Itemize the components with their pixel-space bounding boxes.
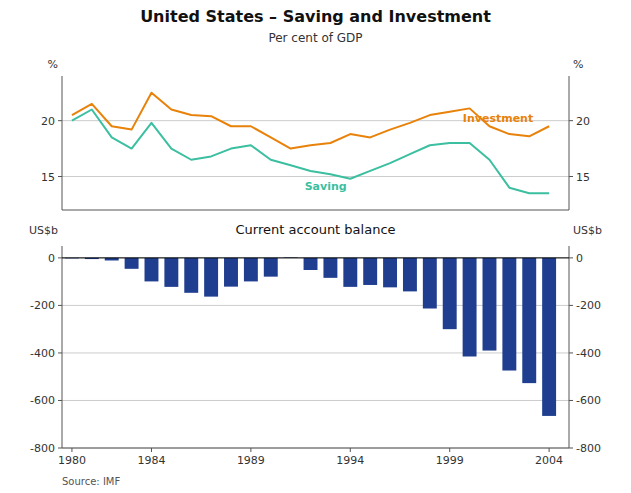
- bar: [224, 258, 238, 287]
- x-tick: [151, 448, 152, 452]
- bar: [423, 258, 437, 309]
- subtitle: Per cent of GDP: [268, 31, 362, 45]
- panel-title: Current account balance: [235, 222, 395, 237]
- bar: [383, 258, 397, 287]
- y-tick: [58, 176, 62, 177]
- bar: [463, 258, 477, 357]
- line: [72, 93, 549, 149]
- bar: [403, 258, 417, 292]
- x-tick: [350, 448, 351, 452]
- bar: [244, 258, 258, 282]
- y2-tick-label: -600: [576, 394, 601, 407]
- x-tick-label: 1984: [137, 454, 165, 467]
- y2-tick-label: 15: [576, 171, 590, 184]
- y-tick: [58, 120, 62, 121]
- y2-tick-label: -400: [576, 347, 601, 360]
- bar: [204, 258, 218, 297]
- bar: [522, 258, 536, 383]
- y2-tick-label: -800: [576, 442, 601, 455]
- y-tick: [58, 257, 62, 258]
- bar: [304, 258, 318, 270]
- y2-tick-label: 0: [576, 252, 583, 265]
- x-tick-label: 1994: [336, 454, 364, 467]
- bar: [363, 258, 377, 285]
- x-tick: [71, 448, 72, 452]
- grid-line: [62, 400, 569, 401]
- bar: [125, 258, 139, 269]
- y-tick-label: -400: [30, 347, 55, 360]
- y2-tick: [569, 305, 573, 306]
- chart: United States – Saving and Investment Per…: [0, 0, 631, 493]
- y-tick: [58, 448, 62, 449]
- x-tick-label: 1980: [58, 454, 86, 467]
- x-tick-label: 1989: [237, 454, 265, 467]
- y2-axis-label: %: [573, 58, 583, 71]
- x-axis-line: [62, 448, 569, 449]
- bars: [65, 257, 556, 416]
- y2-axis-label: US$b: [573, 224, 602, 237]
- axes: 15 20 15 20: [41, 76, 590, 210]
- series-label: Investment: [463, 112, 533, 125]
- y-tick: [58, 352, 62, 353]
- bar: [502, 258, 516, 371]
- grid-line: [62, 257, 569, 258]
- y2-tick: [569, 176, 573, 177]
- y-tick-label: -800: [30, 442, 55, 455]
- bar: [343, 258, 357, 287]
- y-tick-label: 15: [41, 171, 55, 184]
- bar: [483, 258, 497, 351]
- y2-tick-label: 20: [576, 115, 590, 128]
- zero-line: [62, 257, 569, 258]
- x-tick-label: 1999: [436, 454, 464, 467]
- y-axis-line: [62, 246, 63, 448]
- lines: [72, 93, 549, 194]
- y2-tick: [569, 120, 573, 121]
- bar: [184, 258, 198, 293]
- grid-line: [62, 352, 569, 353]
- y-axis-label: %: [48, 58, 58, 71]
- bar: [542, 258, 556, 416]
- y2-tick: [569, 400, 573, 401]
- bar: [323, 258, 337, 278]
- y-tick-label: 0: [48, 252, 55, 265]
- y-axis-line: [62, 76, 63, 210]
- y2-tick-label: -200: [576, 299, 601, 312]
- y-tick: [58, 305, 62, 306]
- y2-axis-line: [569, 246, 570, 448]
- y2-tick: [569, 257, 573, 258]
- bar: [443, 258, 457, 329]
- y2-tick: [569, 352, 573, 353]
- y-axis-label: US$b: [29, 224, 58, 237]
- x-tick: [549, 448, 550, 452]
- axes: 0-200-400-600-8000-200-400-600-800198019…: [30, 246, 601, 467]
- x-tick: [250, 448, 251, 452]
- y-tick: [58, 400, 62, 401]
- y2-tick: [569, 448, 573, 449]
- y-tick-label: -200: [30, 299, 55, 312]
- y-tick-label: -600: [30, 394, 55, 407]
- y2-axis-line: [569, 76, 570, 210]
- x-tick-label: 2004: [535, 454, 563, 467]
- line: [72, 110, 549, 194]
- bar: [145, 258, 159, 282]
- x-axis-line: [62, 210, 569, 211]
- bar: [264, 258, 278, 277]
- grid-line: [62, 448, 569, 449]
- bar: [164, 258, 178, 287]
- title: United States – Saving and Investment: [140, 7, 491, 26]
- y-tick-label: 20: [41, 115, 55, 128]
- series-label: Saving: [305, 180, 347, 193]
- source: Source: IMF: [62, 476, 120, 487]
- grid-line: [62, 176, 569, 177]
- x-tick: [449, 448, 450, 452]
